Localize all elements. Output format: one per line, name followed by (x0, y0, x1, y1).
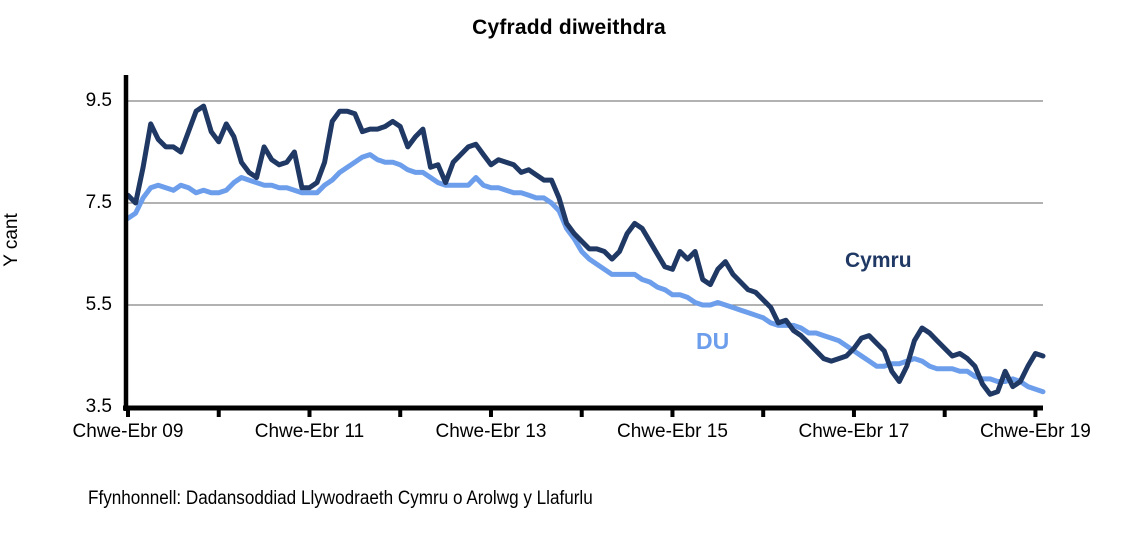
x-tick-label: Chwe-Ebr 19 (979, 421, 1091, 442)
series-label-du: DU (696, 328, 730, 354)
x-tick-label: Chwe-Ebr 17 (798, 421, 910, 442)
x-tick-label: Chwe-Ebr 11 (254, 421, 365, 442)
x-tick-label: Chwe-Ebr 15 (617, 421, 728, 442)
y-tick-label: 5.5 (85, 294, 112, 315)
line-cymru (125, 103, 1046, 397)
x-tick-label: Chwe-Ebr 13 (435, 421, 547, 442)
chart-title: Cyfradd diweithdra (472, 16, 666, 39)
y-tick-label: 3.5 (85, 396, 112, 417)
source-note: Ffynhonnell: Dadansoddiad Llywodraeth Cy… (88, 488, 593, 509)
y-tick-label: 9.5 (85, 90, 112, 111)
series-label-cymru: Cymru (845, 249, 912, 272)
line-du (125, 152, 1046, 395)
x-tick-label: Chwe-Ebr 09 (72, 421, 184, 442)
y-tick-label: 7.5 (85, 192, 112, 213)
